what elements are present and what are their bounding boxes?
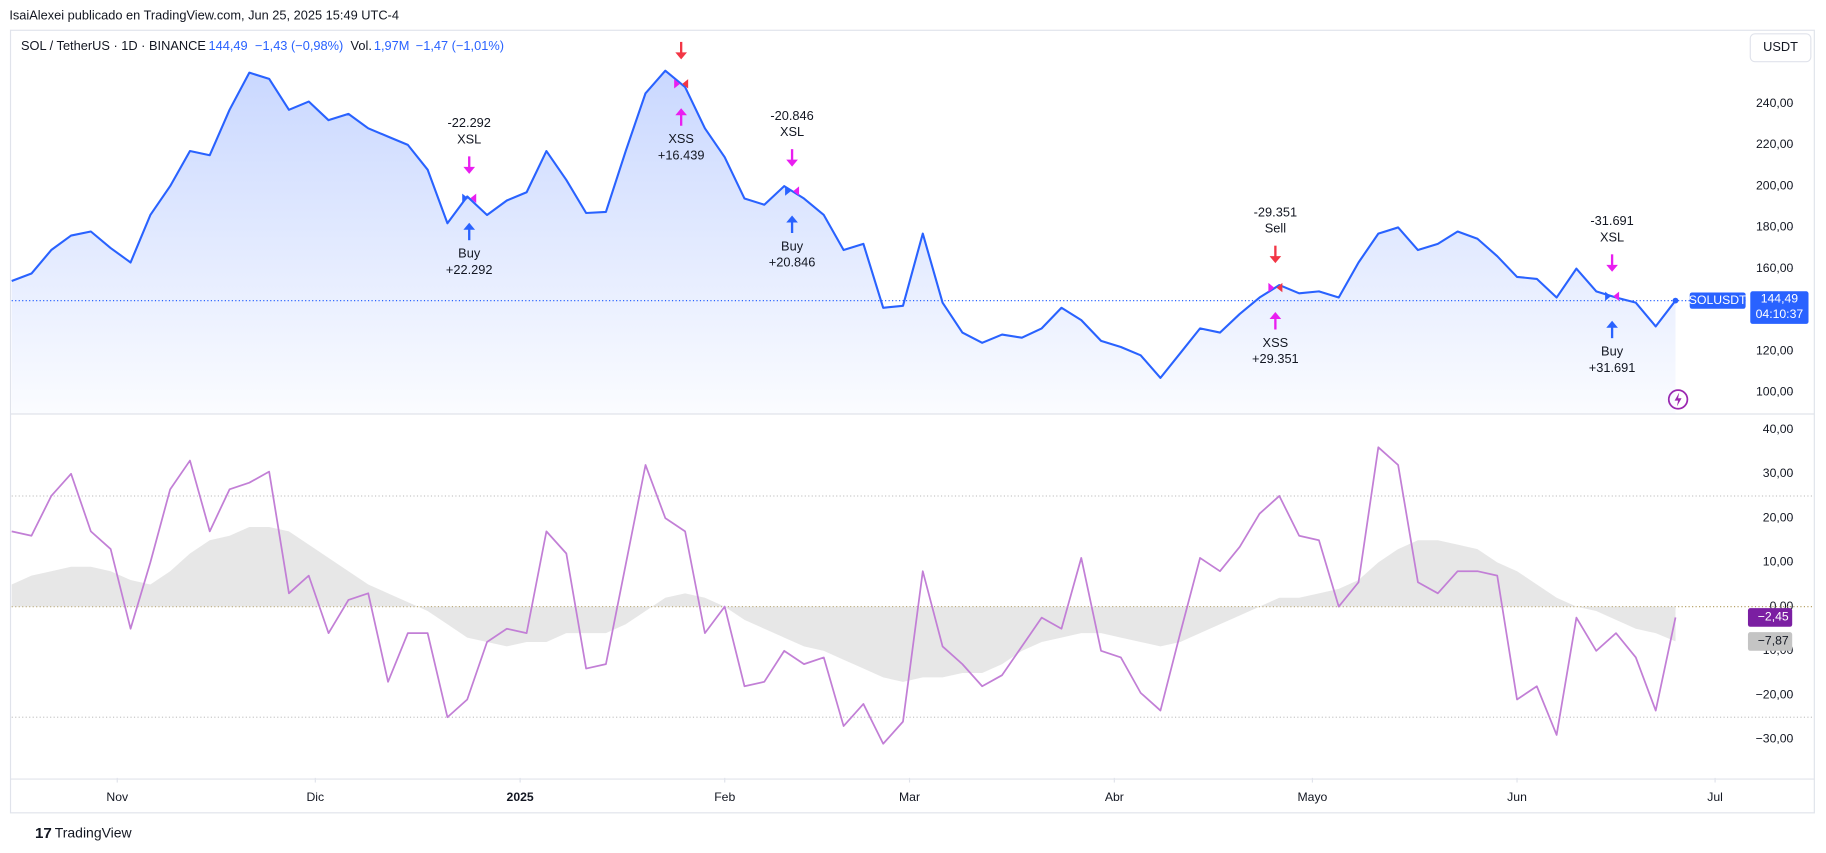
value-tag-label: −7,87 (1758, 634, 1789, 648)
x-tick-label: Dic (306, 790, 324, 804)
signal-label: XSS (668, 131, 694, 146)
y-tick-label: 200,00 (1756, 178, 1794, 192)
signal-label: +20.846 (769, 255, 816, 270)
signal-arrow-head (675, 108, 687, 116)
signal-marker (1276, 282, 1283, 293)
signal-label: Buy (781, 238, 804, 253)
x-tick-label: Mar (899, 790, 920, 804)
signal-arrow-head (786, 159, 798, 167)
y-tick-label: 30,00 (1763, 466, 1794, 480)
signal-label: Buy (458, 246, 481, 261)
signal-arrow-head (675, 52, 687, 60)
series-line (11, 69, 1677, 379)
signal-marker (674, 79, 680, 89)
signal-arrow-head (463, 166, 476, 174)
currency-button[interactable] (1749, 33, 1812, 63)
y-tick-label: 20,00 (1763, 510, 1794, 524)
legend-close: 144,49 (208, 38, 247, 53)
x-tick-label: Jun (1507, 790, 1527, 804)
price-tag-label: 144,49 (1761, 292, 1799, 306)
series-line (11, 446, 1677, 745)
x-tick-label: Jul (1707, 790, 1723, 804)
signal-marker (785, 186, 791, 196)
last-point (1672, 297, 1679, 304)
signal-label: -20.846 (770, 108, 813, 123)
signal-label: XSS (1263, 335, 1289, 350)
y-tick-label: 160,00 (1756, 261, 1794, 275)
symbol-tag-label: SOLUSDT (1689, 293, 1747, 307)
y-tick-label: 120,00 (1756, 343, 1794, 357)
x-tick-label: Feb (714, 790, 735, 804)
y-tick-label: 100,00 (1756, 385, 1794, 399)
value-tag (1747, 632, 1793, 651)
logo-mark: 17 (35, 825, 52, 842)
alert-bolt (1674, 392, 1682, 407)
x-tick-label: 2025 (507, 790, 534, 804)
signal-marker (1605, 291, 1611, 301)
price-tag (1750, 291, 1809, 324)
signal-label: XSL (1600, 229, 1624, 244)
signal-label: +31.691 (1589, 360, 1636, 375)
signal-label: +16.439 (658, 147, 705, 162)
y-tick-label: −20,00 (1756, 687, 1794, 701)
footer-brand: TradingView (55, 824, 133, 840)
frame (9, 29, 1815, 814)
signal-label: -31.691 (1590, 213, 1633, 228)
legend-volume-change: −1,47 (−1,01%) (416, 38, 504, 53)
signal-marker (682, 79, 689, 89)
signal-arrow-head (1269, 256, 1282, 264)
signal-arrow-head (786, 215, 798, 223)
legend-volume-label: Vol. (351, 38, 372, 53)
signal-arrow-head (1269, 312, 1282, 320)
signal-marker (470, 193, 477, 203)
y-tick-label: −30,00 (1756, 732, 1794, 746)
symbol-tag (1689, 292, 1746, 309)
currency-label[interactable]: USDT (1763, 39, 1798, 54)
value-tag-label: −2,45 (1758, 610, 1789, 624)
x-tick-label: Abr (1105, 790, 1124, 804)
price-area (11, 70, 1676, 414)
legend-change: −1,43 (−0,98%) (255, 38, 343, 53)
symbol-title: SOL / TetherUS · 1D · BINANCE (21, 38, 206, 53)
area-band (11, 526, 1676, 682)
y-tick-label: 240,00 (1756, 96, 1794, 110)
signal-label: -29.351 (1254, 204, 1297, 219)
attribution: IsaiAlexei publicado en TradingView.com,… (9, 8, 399, 23)
x-tick-label: Mayo (1297, 790, 1327, 804)
y-tick-label: 180,00 (1756, 220, 1794, 234)
y-tick-label: 220,00 (1756, 137, 1794, 151)
legend-volume: 1,97M (374, 38, 410, 53)
signal-marker (793, 186, 800, 196)
signal-marker (1613, 291, 1620, 301)
x-tick-label: Nov (106, 790, 129, 804)
signal-label: XSL (780, 124, 804, 139)
y-tick-label: 40,00 (1763, 422, 1794, 436)
signal-label: -22.292 (448, 115, 491, 130)
signal-label: +29.351 (1252, 351, 1299, 366)
signal-label: XSL (457, 131, 481, 146)
value-tag (1747, 608, 1793, 627)
signal-arrow-head (463, 222, 476, 230)
signal-arrow-head (1606, 264, 1618, 272)
signal-label: Buy (1601, 344, 1624, 359)
signal-marker (462, 193, 469, 203)
signal-marker (1268, 282, 1275, 293)
countdown: 04:10:37 (1756, 307, 1804, 321)
signal-label: Sell (1265, 221, 1286, 236)
signal-arrow-head (1606, 320, 1618, 328)
y-tick-label: 10,00 (1763, 555, 1794, 569)
signal-label: +22.292 (446, 262, 493, 277)
